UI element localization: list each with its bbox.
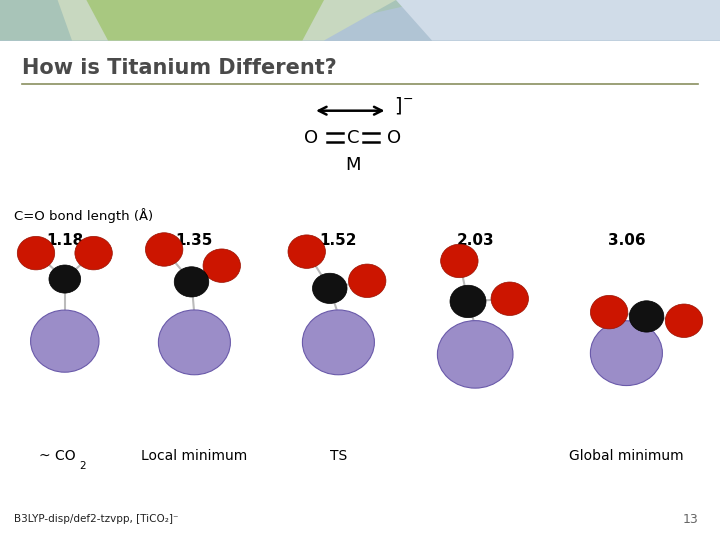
Text: TS: TS bbox=[330, 449, 347, 463]
Ellipse shape bbox=[629, 301, 664, 332]
Text: M: M bbox=[345, 156, 361, 174]
Ellipse shape bbox=[145, 233, 183, 266]
Ellipse shape bbox=[288, 235, 325, 268]
Ellipse shape bbox=[49, 265, 81, 293]
Ellipse shape bbox=[158, 310, 230, 375]
Polygon shape bbox=[86, 0, 324, 40]
Polygon shape bbox=[58, 0, 396, 40]
Text: 3.06: 3.06 bbox=[608, 233, 645, 248]
Text: O: O bbox=[304, 129, 318, 147]
Ellipse shape bbox=[590, 321, 662, 386]
Text: C=O bond length (Å): C=O bond length (Å) bbox=[14, 208, 153, 224]
Text: ]: ] bbox=[395, 97, 402, 116]
Ellipse shape bbox=[450, 285, 486, 318]
Text: O: O bbox=[387, 129, 402, 147]
Ellipse shape bbox=[302, 310, 374, 375]
Text: ~ CO: ~ CO bbox=[40, 449, 76, 463]
Text: 1.52: 1.52 bbox=[320, 233, 357, 248]
Text: Local minimum: Local minimum bbox=[141, 449, 248, 463]
Ellipse shape bbox=[17, 237, 55, 270]
Ellipse shape bbox=[441, 244, 478, 278]
Text: 2: 2 bbox=[79, 461, 86, 471]
Ellipse shape bbox=[590, 295, 628, 329]
Text: 13: 13 bbox=[683, 513, 698, 526]
Text: 2.03: 2.03 bbox=[456, 233, 494, 248]
Text: 1.18: 1.18 bbox=[46, 233, 84, 248]
Text: Global minimum: Global minimum bbox=[569, 449, 684, 463]
FancyBboxPatch shape bbox=[0, 0, 720, 40]
Text: C: C bbox=[346, 129, 359, 147]
Text: How is Titanium Different?: How is Titanium Different? bbox=[22, 57, 336, 78]
Text: 1.35: 1.35 bbox=[176, 233, 213, 248]
Ellipse shape bbox=[30, 310, 99, 372]
Text: B3LYP-disp/def2-tzvpp, [TiCO₂]⁻: B3LYP-disp/def2-tzvpp, [TiCO₂]⁻ bbox=[14, 515, 179, 524]
Ellipse shape bbox=[75, 237, 112, 270]
Ellipse shape bbox=[203, 249, 240, 282]
Polygon shape bbox=[0, 0, 432, 40]
Ellipse shape bbox=[665, 304, 703, 338]
Ellipse shape bbox=[348, 264, 386, 298]
Polygon shape bbox=[396, 0, 720, 40]
Ellipse shape bbox=[174, 267, 209, 297]
Ellipse shape bbox=[491, 282, 528, 315]
Ellipse shape bbox=[438, 321, 513, 388]
Text: −: − bbox=[403, 93, 414, 106]
Ellipse shape bbox=[312, 273, 347, 303]
